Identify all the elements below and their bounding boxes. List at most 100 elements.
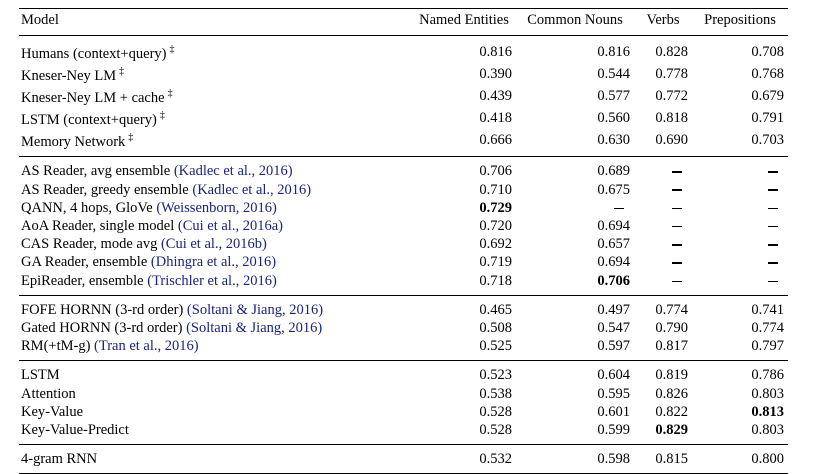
table-row: QANN, 4 hops, GloVe (Weissenborn, 2016) 0…	[19, 199, 788, 217]
verbs-cell	[634, 181, 692, 199]
table-row: Memory Network ‡ 0.666 0.630 0.690 0.703	[19, 129, 788, 157]
row-group: 4-gram RNN 0.532 0.598 0.815 0.800	[19, 445, 788, 474]
common-nouns-cell: 0.599	[516, 421, 634, 445]
row-group: Humans (context+query) ‡ 0.816 0.816 0.828 0.…	[19, 36, 788, 157]
model-cell: Memory Network ‡	[19, 129, 412, 157]
score-value: 0.694	[597, 217, 630, 234]
verbs-cell	[634, 272, 692, 296]
score-value: 0.816	[479, 44, 512, 61]
named-entities-cell: 0.390	[412, 63, 516, 85]
score-value: 0.741	[751, 301, 784, 318]
common-nouns-cell: 0.597	[516, 337, 634, 361]
prepositions-cell: 0.708	[692, 36, 788, 64]
citation-link[interactable]: (Dhingra et al., 2016)	[150, 254, 277, 271]
score-value: 0.710	[479, 181, 512, 198]
dash-mark	[672, 244, 682, 246]
verbs-cell: 0.772	[634, 85, 692, 107]
score-value: 0.828	[655, 44, 688, 61]
common-nouns-cell: 0.604	[516, 361, 634, 385]
model-cell: Kneser-Ney LM ‡	[19, 63, 412, 85]
citation-link[interactable]: (Tran et al., 2016)	[94, 338, 199, 355]
prepositions-cell: 0.813	[692, 403, 788, 421]
score-value: 0.595	[597, 385, 630, 402]
named-entities-cell: 0.528	[412, 403, 516, 421]
score-value: 0.694	[597, 254, 630, 271]
score-value: 0.826	[655, 385, 688, 402]
score-value: 0.538	[479, 385, 512, 402]
model-name: LSTM (context+query)	[21, 112, 157, 129]
score-value: 0.774	[751, 319, 784, 336]
dash-mark	[614, 207, 624, 210]
model-name: LSTM	[21, 367, 60, 384]
citation-link[interactable]: (Soltani & Jiang, 2016)	[186, 301, 324, 318]
score-value: 0.719	[479, 254, 512, 271]
model-name: RM(+tM-g)	[21, 338, 91, 355]
citation-link[interactable]: (Trischler et al., 2016)	[147, 272, 277, 289]
score-value: 0.817	[655, 338, 688, 355]
dash-mark	[768, 171, 778, 173]
model-cell: Attention	[19, 385, 412, 403]
common-nouns-cell: 0.497	[516, 295, 634, 319]
score-value: 0.439	[479, 88, 512, 105]
table-row: Key-Value-Predict 0.528 0.599 0.829 0.803	[19, 421, 788, 445]
prepositions-cell	[692, 217, 788, 235]
model-name: AoA Reader, single model	[21, 217, 175, 234]
score-value: 0.816	[597, 44, 630, 61]
verbs-cell: 0.826	[634, 385, 692, 403]
prepositions-cell: 0.800	[692, 445, 788, 474]
common-nouns-cell	[516, 199, 634, 217]
dash-mark	[672, 225, 682, 228]
prepositions-cell: 0.774	[692, 319, 788, 337]
model-name: QANN, 4 hops, GloVe	[21, 199, 153, 216]
score-value: 0.818	[655, 110, 688, 127]
citation-link[interactable]: (Soltani & Jiang, 2016)	[186, 319, 323, 336]
row-group: FOFE HORNN (3-rd order) (Soltani & Jiang…	[19, 295, 788, 361]
common-nouns-cell: 0.657	[516, 235, 634, 253]
model-name: AS Reader, greedy ensemble	[21, 181, 189, 198]
score-value: 0.718	[479, 272, 512, 289]
header-model: Model	[19, 7, 412, 37]
named-entities-cell: 0.816	[412, 36, 516, 64]
citation-link[interactable]: (Cui et al., 2016b)	[160, 236, 267, 253]
score-value: 0.690	[655, 132, 688, 149]
model-cell: Kneser-Ney LM + cache ‡	[19, 85, 412, 107]
table-row: Attention 0.538 0.595 0.826 0.803	[19, 385, 788, 403]
score-value: 0.666	[479, 132, 512, 149]
score-value: 0.544	[597, 66, 630, 83]
verbs-cell	[634, 157, 692, 181]
named-entities-cell: 0.718	[412, 272, 516, 296]
common-nouns-cell: 0.706	[516, 272, 634, 296]
named-entities-cell: 0.706	[412, 157, 516, 181]
citation-link[interactable]: (Weissenborn, 2016)	[156, 199, 277, 216]
score-value: 0.418	[479, 110, 512, 127]
common-nouns-cell: 0.694	[516, 217, 634, 235]
table-row: CAS Reader, mode avg (Cui et al., 2016b)…	[19, 235, 788, 253]
named-entities-cell: 0.692	[412, 235, 516, 253]
table-row: LSTM (context+query) ‡ 0.418 0.560 0.818 0.79…	[19, 107, 788, 129]
prepositions-cell	[692, 181, 788, 199]
model-name: EpiReader, ensemble	[21, 272, 144, 289]
verbs-cell: 0.774	[634, 295, 692, 319]
model-name: Gated HORNN (3-rd order)	[21, 319, 183, 336]
verbs-cell: 0.829	[634, 421, 692, 445]
common-nouns-cell: 0.630	[516, 129, 634, 157]
model-name: Attention	[21, 385, 76, 402]
score-value: 0.598	[597, 451, 630, 468]
citation-link[interactable]: (Cui et al., 2016a)	[177, 217, 283, 234]
verbs-cell: 0.790	[634, 319, 692, 337]
citation-link[interactable]: (Kadlec et al., 2016)	[173, 163, 293, 180]
common-nouns-cell: 0.694	[516, 253, 634, 271]
score-value: 0.597	[597, 338, 630, 355]
named-entities-cell: 0.538	[412, 385, 516, 403]
verbs-cell	[634, 235, 692, 253]
named-entities-cell: 0.439	[412, 85, 516, 107]
common-nouns-cell: 0.816	[516, 36, 634, 64]
score-value: 0.465	[479, 301, 512, 318]
prepositions-cell	[692, 272, 788, 296]
score-value: 0.819	[655, 367, 688, 384]
dagger-mark: ‡	[119, 66, 125, 78]
model-cell: Key-Value	[19, 403, 412, 421]
score-value: 0.689	[597, 163, 630, 180]
verbs-cell: 0.815	[634, 445, 692, 474]
citation-link[interactable]: (Kadlec et al., 2016)	[192, 181, 312, 198]
